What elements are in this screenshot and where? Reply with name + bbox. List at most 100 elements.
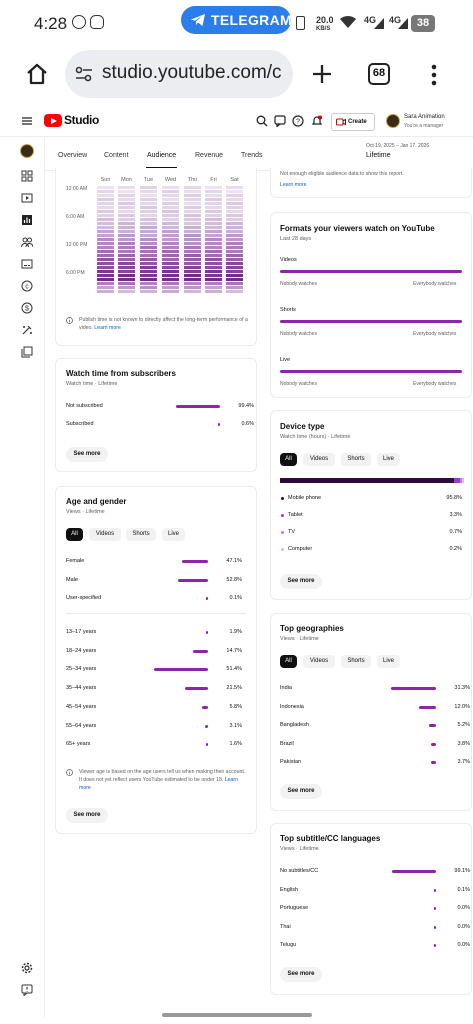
age-chip-videos[interactable]: Videos	[89, 528, 121, 541]
device-stack-segment	[280, 478, 455, 483]
returning-viewers-learn-more[interactable]: Learn more	[280, 182, 307, 188]
geo-chip-shorts[interactable]: Shorts	[341, 655, 371, 668]
feedback-icon[interactable]	[274, 115, 286, 127]
content-icon[interactable]	[21, 192, 33, 204]
heatmap-cell	[118, 262, 135, 265]
telegram-icon	[191, 14, 205, 26]
account-avatar[interactable]	[386, 114, 400, 128]
community-icon[interactable]	[21, 236, 33, 248]
geo-chip-live[interactable]: Live	[377, 655, 400, 668]
heatmap-cell	[205, 202, 222, 205]
heatmap-day-thu: Thu	[187, 177, 198, 183]
subtitle-row-bar	[433, 907, 436, 910]
heatmap-cell	[97, 210, 114, 213]
heatmap-cell	[205, 210, 222, 213]
age-chip-shorts[interactable]: Shorts	[126, 528, 156, 541]
account-role: You're a manager	[404, 123, 444, 129]
period-selector[interactable]: Lifetime	[366, 152, 391, 159]
notifications-icon[interactable]	[311, 115, 323, 127]
heatmap-cell	[140, 230, 157, 233]
settings-icon[interactable]	[21, 962, 33, 974]
help-icon[interactable]: ?	[292, 115, 304, 127]
search-icon[interactable]	[256, 115, 268, 127]
heatmap-cell	[184, 254, 201, 257]
heatmap-day-fri: Fri	[210, 177, 217, 183]
device-chip-videos[interactable]: Videos	[303, 453, 335, 466]
subtitles-icon[interactable]	[21, 258, 33, 270]
analytics-icon[interactable]	[21, 214, 33, 226]
heatmap-cell	[205, 198, 222, 201]
device-legend-dot	[281, 531, 284, 534]
heatmap-cell	[162, 190, 179, 193]
channel-avatar[interactable]	[20, 144, 34, 158]
heatmap-cell	[118, 270, 135, 273]
subtitle-row-label: English	[280, 886, 299, 893]
age-chip-all[interactable]: All	[66, 528, 83, 541]
heatmap-cell	[184, 186, 201, 189]
audio-library-icon[interactable]	[21, 346, 33, 358]
heatmap-cell	[162, 246, 179, 249]
hamburger-menu-icon[interactable]	[22, 117, 32, 125]
svg-text:c: c	[25, 284, 29, 291]
tab-revenue[interactable]: Revenue	[195, 152, 224, 159]
device-chip-all[interactable]: All	[280, 453, 297, 466]
earn-icon[interactable]: $	[21, 302, 33, 314]
tab-trends[interactable]: Trends	[241, 152, 263, 159]
heatmap-cell	[140, 218, 157, 221]
customization-icon[interactable]	[21, 324, 33, 336]
subtitles-see-more-button[interactable]: See more	[280, 967, 322, 982]
geo-see-more-button[interactable]: See more	[280, 784, 322, 799]
tab-overview[interactable]: Overview	[58, 152, 88, 159]
gender-row-bar	[181, 560, 208, 563]
tab-switcher-button[interactable]: 68	[368, 63, 390, 85]
age-learn-more[interactable]: Learn more	[79, 777, 239, 791]
heatmap-cell	[184, 214, 201, 217]
heatmap-cell	[226, 286, 243, 289]
geo-chip-all[interactable]: All	[280, 655, 297, 668]
heatmap-cell	[118, 194, 135, 197]
heatmap-cell	[226, 254, 243, 257]
date-range[interactable]: Oct 19, 2025 – Jan 17, 2026	[366, 143, 430, 149]
device-chip-shorts[interactable]: Shorts	[341, 453, 371, 466]
address-bar[interactable]: studio.youtube.com/c	[65, 50, 293, 98]
age-gender-subtitle: Views · Lifetime	[66, 509, 105, 515]
age-chip-live[interactable]: Live	[162, 528, 185, 541]
device-legend-dot	[281, 548, 284, 551]
returning-viewers-card	[270, 168, 472, 198]
dashboard-icon[interactable]	[21, 170, 33, 182]
heatmap-cell	[97, 246, 114, 249]
age-row-label: 65+ years	[66, 741, 91, 748]
age-see-more-button[interactable]: See more	[66, 808, 108, 823]
more-menu-icon[interactable]	[431, 64, 437, 86]
gesture-nav-handle[interactable]	[162, 1013, 312, 1017]
heatmap-cell	[162, 274, 179, 277]
copyright-icon[interactable]: c	[21, 280, 33, 292]
device-chip-live[interactable]: Live	[377, 453, 400, 466]
subscribers-see-more-button[interactable]: See more	[66, 447, 108, 462]
new-tab-icon[interactable]	[312, 64, 332, 84]
subscriber-row-label: Subscribed	[66, 421, 94, 427]
youtube-logo[interactable]	[44, 114, 62, 127]
heatmap-cell	[226, 282, 243, 285]
heatmap-cell	[184, 262, 201, 265]
send-feedback-icon[interactable]	[21, 984, 33, 996]
geo-row-bar	[430, 742, 436, 746]
heatmap-cell	[226, 250, 243, 253]
gender-row-label: Female	[66, 558, 85, 564]
tab-content[interactable]: Content	[104, 152, 129, 159]
heatmap-cell	[184, 226, 201, 229]
telegram-call-pill[interactable]: TELEGRAM	[181, 6, 292, 34]
geo-chip-videos[interactable]: Videos	[303, 655, 335, 668]
heatmap-learn-more[interactable]: Learn more	[94, 325, 121, 331]
tab-audience[interactable]: Audience	[147, 152, 177, 159]
create-button[interactable]: Create	[331, 113, 375, 131]
sync-icon	[72, 15, 86, 29]
heatmap-cell	[97, 194, 114, 197]
subtitle-row-value: 0.0%	[457, 923, 470, 930]
heatmap-cell	[205, 266, 222, 269]
home-icon[interactable]	[25, 62, 49, 86]
site-settings-icon[interactable]	[75, 66, 93, 82]
device-see-more-button[interactable]: See more	[280, 574, 322, 589]
studio-header: Studio ? Create Sara Animation You're a …	[0, 108, 473, 136]
heatmap-cell	[226, 186, 243, 189]
